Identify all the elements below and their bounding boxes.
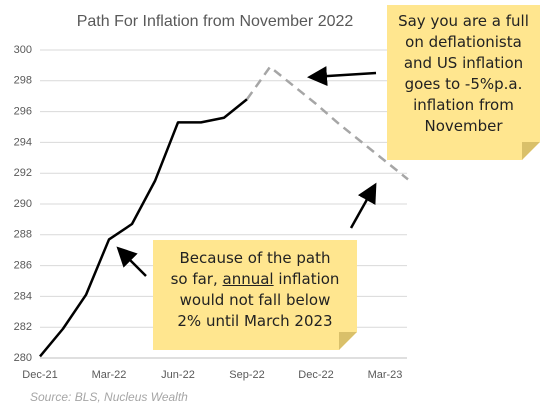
x-tick-label: Dec-22 — [298, 369, 333, 381]
note-line: November — [424, 117, 503, 135]
source: Source: BLS, Nucleus Wealth — [30, 390, 188, 404]
x-tick-label: Mar-22 — [92, 369, 127, 381]
x-tick-label: Jun-22 — [161, 369, 195, 381]
note-line: would not fall below — [179, 291, 331, 309]
x-tick-label: Sep-22 — [229, 369, 264, 381]
y-tick-label: 284 — [14, 290, 32, 302]
series-line — [39, 98, 248, 358]
note-line: goes to -5%p.a. — [404, 75, 523, 93]
y-tick-label: 298 — [14, 75, 32, 87]
note: Say you are a full on deflationista and US… — [387, 5, 540, 160]
note-word: so far, — [170, 270, 218, 288]
note: Because of the path so far, annual inflat… — [153, 240, 357, 350]
y-tick-label: 286 — [14, 260, 32, 272]
chart-title: Path For Inflation from November 2022 — [77, 13, 354, 30]
note-word: inflation — [278, 270, 340, 288]
note-line: 2% until March 2023 — [177, 312, 333, 330]
note-line: on deflationista — [405, 33, 522, 51]
note-line: Because of the path — [179, 249, 331, 267]
y-tick-label: 288 — [14, 229, 32, 241]
note-line: so far, annual inflation — [153, 269, 357, 290]
y-tick-label: 292 — [14, 167, 32, 179]
note-word: annual — [222, 270, 274, 288]
y-tick-label: 296 — [14, 106, 32, 118]
y-tick-label: 300 — [14, 44, 32, 56]
x-tick-label: Mar-23 — [368, 369, 403, 381]
note-line: inflation from — [413, 96, 514, 114]
y-tick-label: 280 — [14, 352, 32, 364]
note-line: Say you are a full — [398, 12, 529, 30]
y-tick-label: 294 — [14, 136, 32, 148]
y-tick-label: 282 — [14, 321, 32, 333]
x-tick-label: Dec-21 — [22, 369, 57, 381]
y-tick-label: 290 — [14, 198, 32, 210]
series-line — [245, 65, 409, 181]
note-line: and US inflation — [403, 54, 524, 72]
